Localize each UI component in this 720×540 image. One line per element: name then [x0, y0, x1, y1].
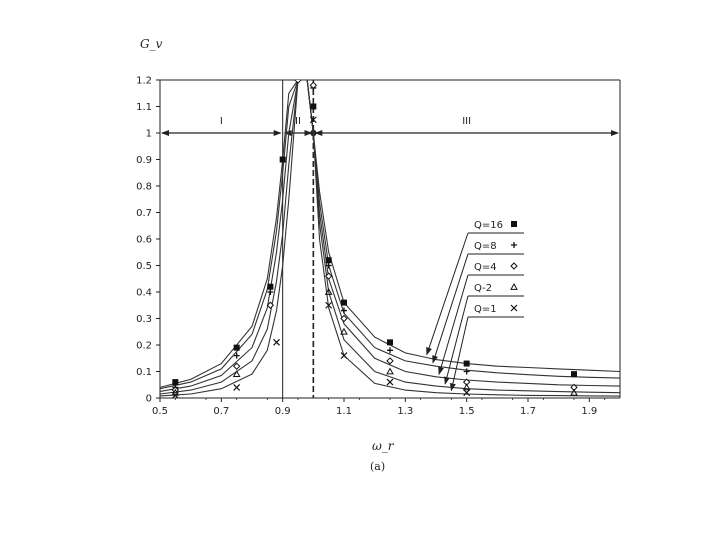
y-tick-label: 0.9: [136, 155, 152, 166]
x-tick-label: 0.5: [152, 406, 168, 417]
y-axis-title: G_v: [140, 37, 163, 51]
gain-curve-line: [160, 80, 620, 390]
y-tick-label: 0.4: [136, 288, 152, 299]
marker-diamond: [324, 272, 333, 280]
legend-leader-arrow: [449, 316, 469, 392]
x-tick-label: 1.1: [336, 406, 352, 417]
marker-square: [511, 221, 517, 227]
marker-plus: [233, 352, 240, 359]
y-tick-label: 0.8: [136, 182, 152, 193]
x-tick-label: 1.7: [520, 406, 536, 417]
marker-diamond: [309, 81, 318, 90]
marker-triangle: [510, 282, 518, 290]
axis-ticks: 0 0.1 0.2 0.3 0.4 0.5 0.6 0.7 0.8 0.9 1 1.1 1.2 0.5 0.…: [136, 76, 606, 417]
y-tick-label: 0.6: [136, 235, 152, 246]
marker-triangle: [386, 367, 394, 375]
marker-square: [387, 339, 393, 346]
marker-diamond: [386, 357, 394, 365]
measured-points: [171, 80, 578, 398]
region-label: III: [462, 116, 471, 127]
legend-label: Q=8: [474, 241, 497, 252]
y-tick-label: 0.2: [136, 341, 152, 352]
x-tick-label: 1.3: [397, 406, 413, 417]
y-tick-label: 1: [146, 129, 152, 140]
marker-triangle: [324, 287, 333, 295]
marker-square: [267, 283, 274, 290]
x-tick-label: 0.7: [213, 406, 229, 417]
marker-diamond: [266, 301, 275, 309]
legend-leader-arrow: [438, 274, 469, 376]
gain-curve-line: [160, 80, 620, 392]
marker-diamond: [510, 262, 518, 270]
region-label: II: [295, 116, 301, 127]
marker-square: [172, 379, 179, 386]
marker-square: [463, 360, 470, 367]
gain-curve-line: [160, 80, 620, 397]
legend-leader-arrow: [426, 232, 469, 356]
legend-label: Q=1: [474, 304, 497, 315]
region-boundaries: [282, 80, 315, 398]
marker-triangle: [232, 370, 241, 378]
legend-label: Q-2: [474, 283, 492, 294]
marker-diamond: [232, 362, 241, 370]
y-tick-label: 0.7: [136, 208, 152, 219]
gain-curve-line: [160, 80, 620, 388]
x-tick-label: 1.5: [459, 406, 475, 417]
marker-square: [279, 156, 286, 163]
marker-x: [325, 301, 333, 309]
marker-x: [233, 383, 241, 391]
legend: Q=16 Q=8 Q=4 Q-2 Q=1: [426, 220, 524, 392]
y-tick-label: 1.2: [136, 76, 152, 87]
x-tick-label: 0.9: [275, 406, 291, 417]
marker-square: [325, 257, 332, 264]
operating-regions: I II III: [161, 116, 619, 137]
legend-leader-arrow: [432, 253, 469, 364]
marker-triangle: [340, 327, 348, 335]
marker-x: [463, 389, 471, 397]
marker-x: [273, 338, 280, 346]
marker-x: [510, 304, 518, 312]
marker-triangle: [570, 388, 578, 396]
marker-plus: [463, 368, 470, 375]
marker-plus: [325, 262, 332, 269]
region-label: I: [220, 116, 223, 127]
marker-square: [233, 344, 240, 351]
marker-plus: [267, 289, 274, 295]
y-tick-label: 1.1: [136, 102, 152, 113]
marker-x: [309, 116, 317, 124]
gain-curve-line: [160, 80, 620, 395]
marker-diamond: [294, 80, 302, 84]
legend-label: Q=16: [474, 220, 503, 231]
x-axis-title: ω_r: [372, 439, 395, 453]
y-tick-label: 0.1: [136, 367, 152, 378]
marker-plus: [387, 347, 393, 354]
marker-square: [571, 371, 577, 378]
y-tick-label: 0.3: [136, 314, 152, 325]
marker-plus: [511, 242, 517, 248]
marker-square: [341, 299, 347, 306]
marker-x: [171, 391, 179, 398]
figure-caption: (a): [370, 460, 385, 473]
y-tick-label: 0: [146, 394, 152, 405]
marker-square: [310, 103, 317, 110]
marker-diamond: [340, 314, 348, 323]
marker-x: [340, 352, 348, 360]
y-tick-label: 0.5: [136, 261, 152, 272]
gain-curves: [160, 80, 620, 397]
legend-label: Q=4: [474, 262, 497, 273]
marker-triangle: [462, 383, 471, 391]
legend-leader-arrow: [444, 295, 469, 385]
marker-x: [386, 378, 394, 386]
x-tick-label: 1.9: [581, 406, 597, 417]
marker-plus: [341, 307, 347, 314]
